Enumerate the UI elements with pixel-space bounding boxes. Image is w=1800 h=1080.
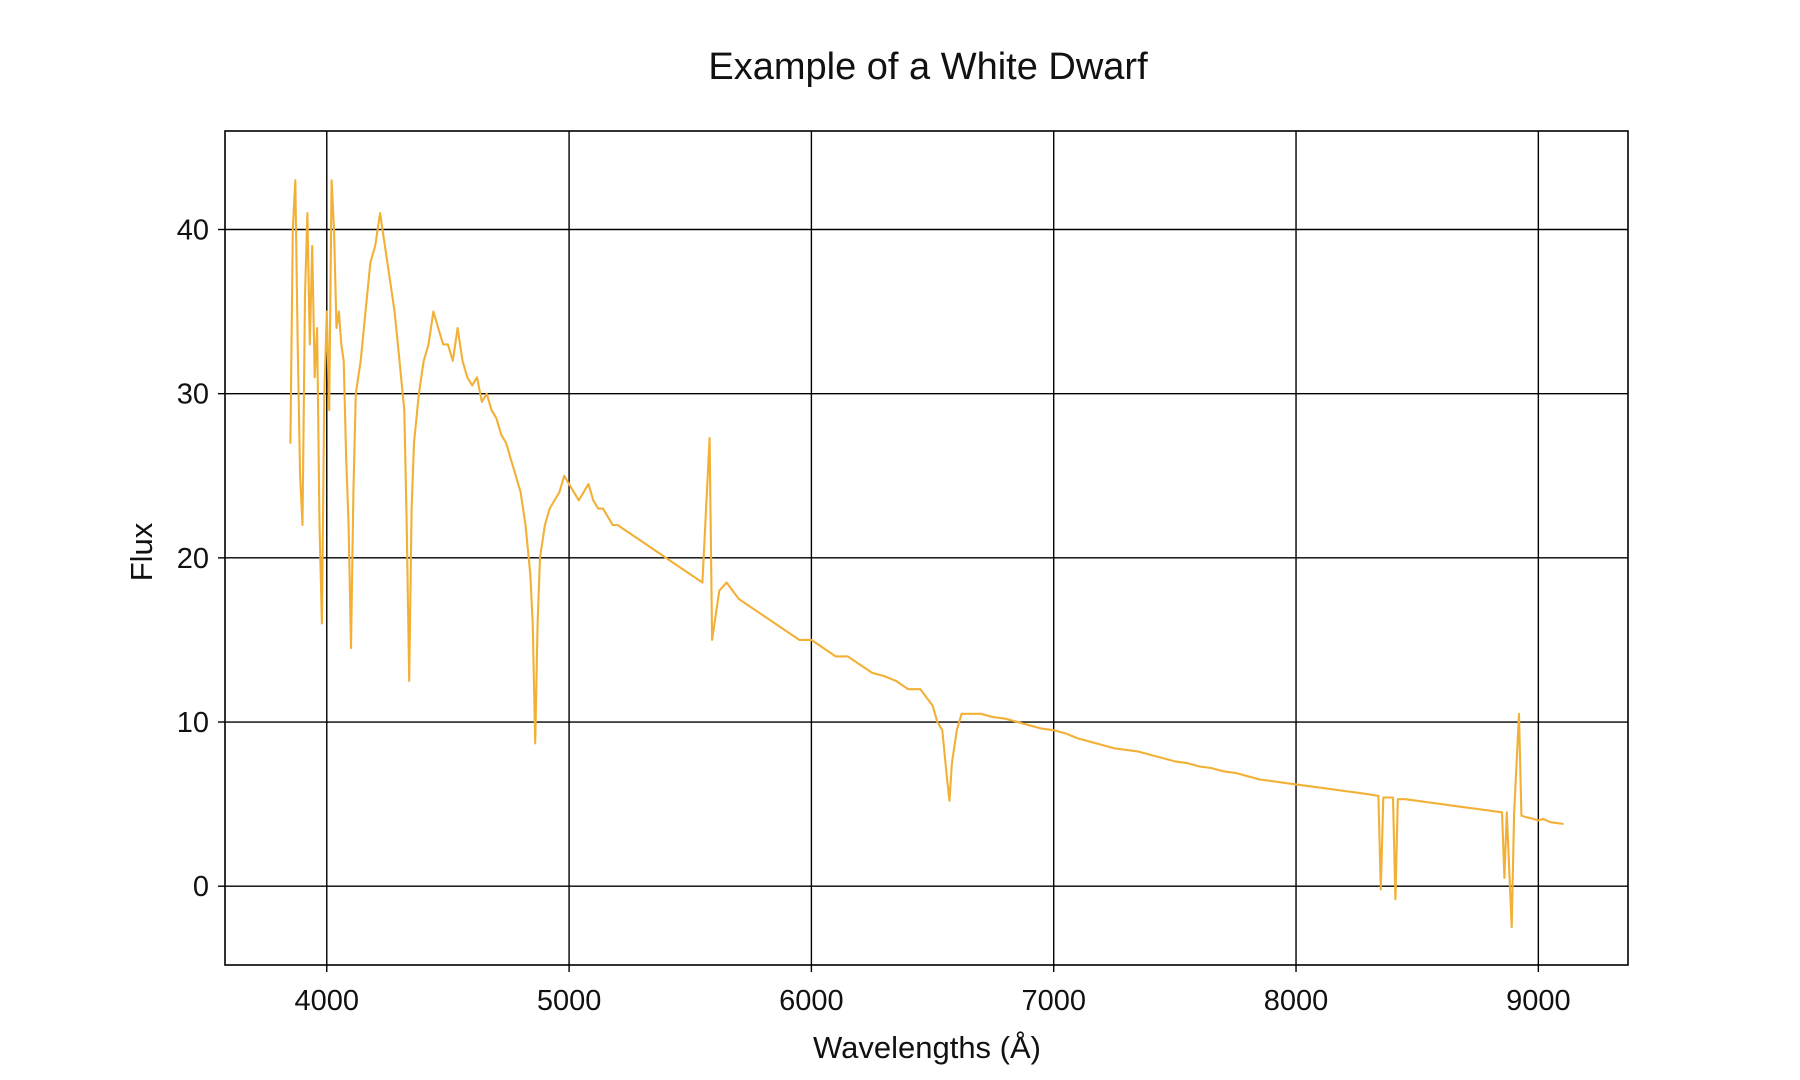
y-axis-ticks: 0 10 20 30 40 [177, 215, 225, 903]
x-tick-label: 8000 [1264, 985, 1329, 1017]
x-tick-label: 7000 [1021, 985, 1086, 1017]
y-tick-label: 30 [177, 379, 209, 411]
x-tick-label: 6000 [779, 985, 844, 1017]
series-layer [289, 179, 1564, 929]
x-axis-label: Wavelengths (Å) [813, 1030, 1041, 1065]
y-tick-label: 40 [177, 215, 209, 247]
grid-lines [225, 131, 1628, 965]
y-tick-label: 0 [193, 871, 209, 903]
x-tick-label: 4000 [295, 985, 360, 1017]
x-tick-label: 5000 [537, 985, 602, 1017]
x-tick-label: 9000 [1506, 985, 1571, 1017]
plot-frame [224, 130, 1629, 966]
y-tick-label: 20 [177, 543, 209, 575]
y-axis-label: Flux [124, 522, 159, 581]
x-axis-ticks: 4000 5000 6000 7000 8000 9000 [295, 965, 1571, 1017]
spectrum-line [289, 179, 1564, 929]
chart-title: Example of a White Dwarf [708, 46, 1148, 88]
y-tick-label: 10 [177, 707, 209, 739]
